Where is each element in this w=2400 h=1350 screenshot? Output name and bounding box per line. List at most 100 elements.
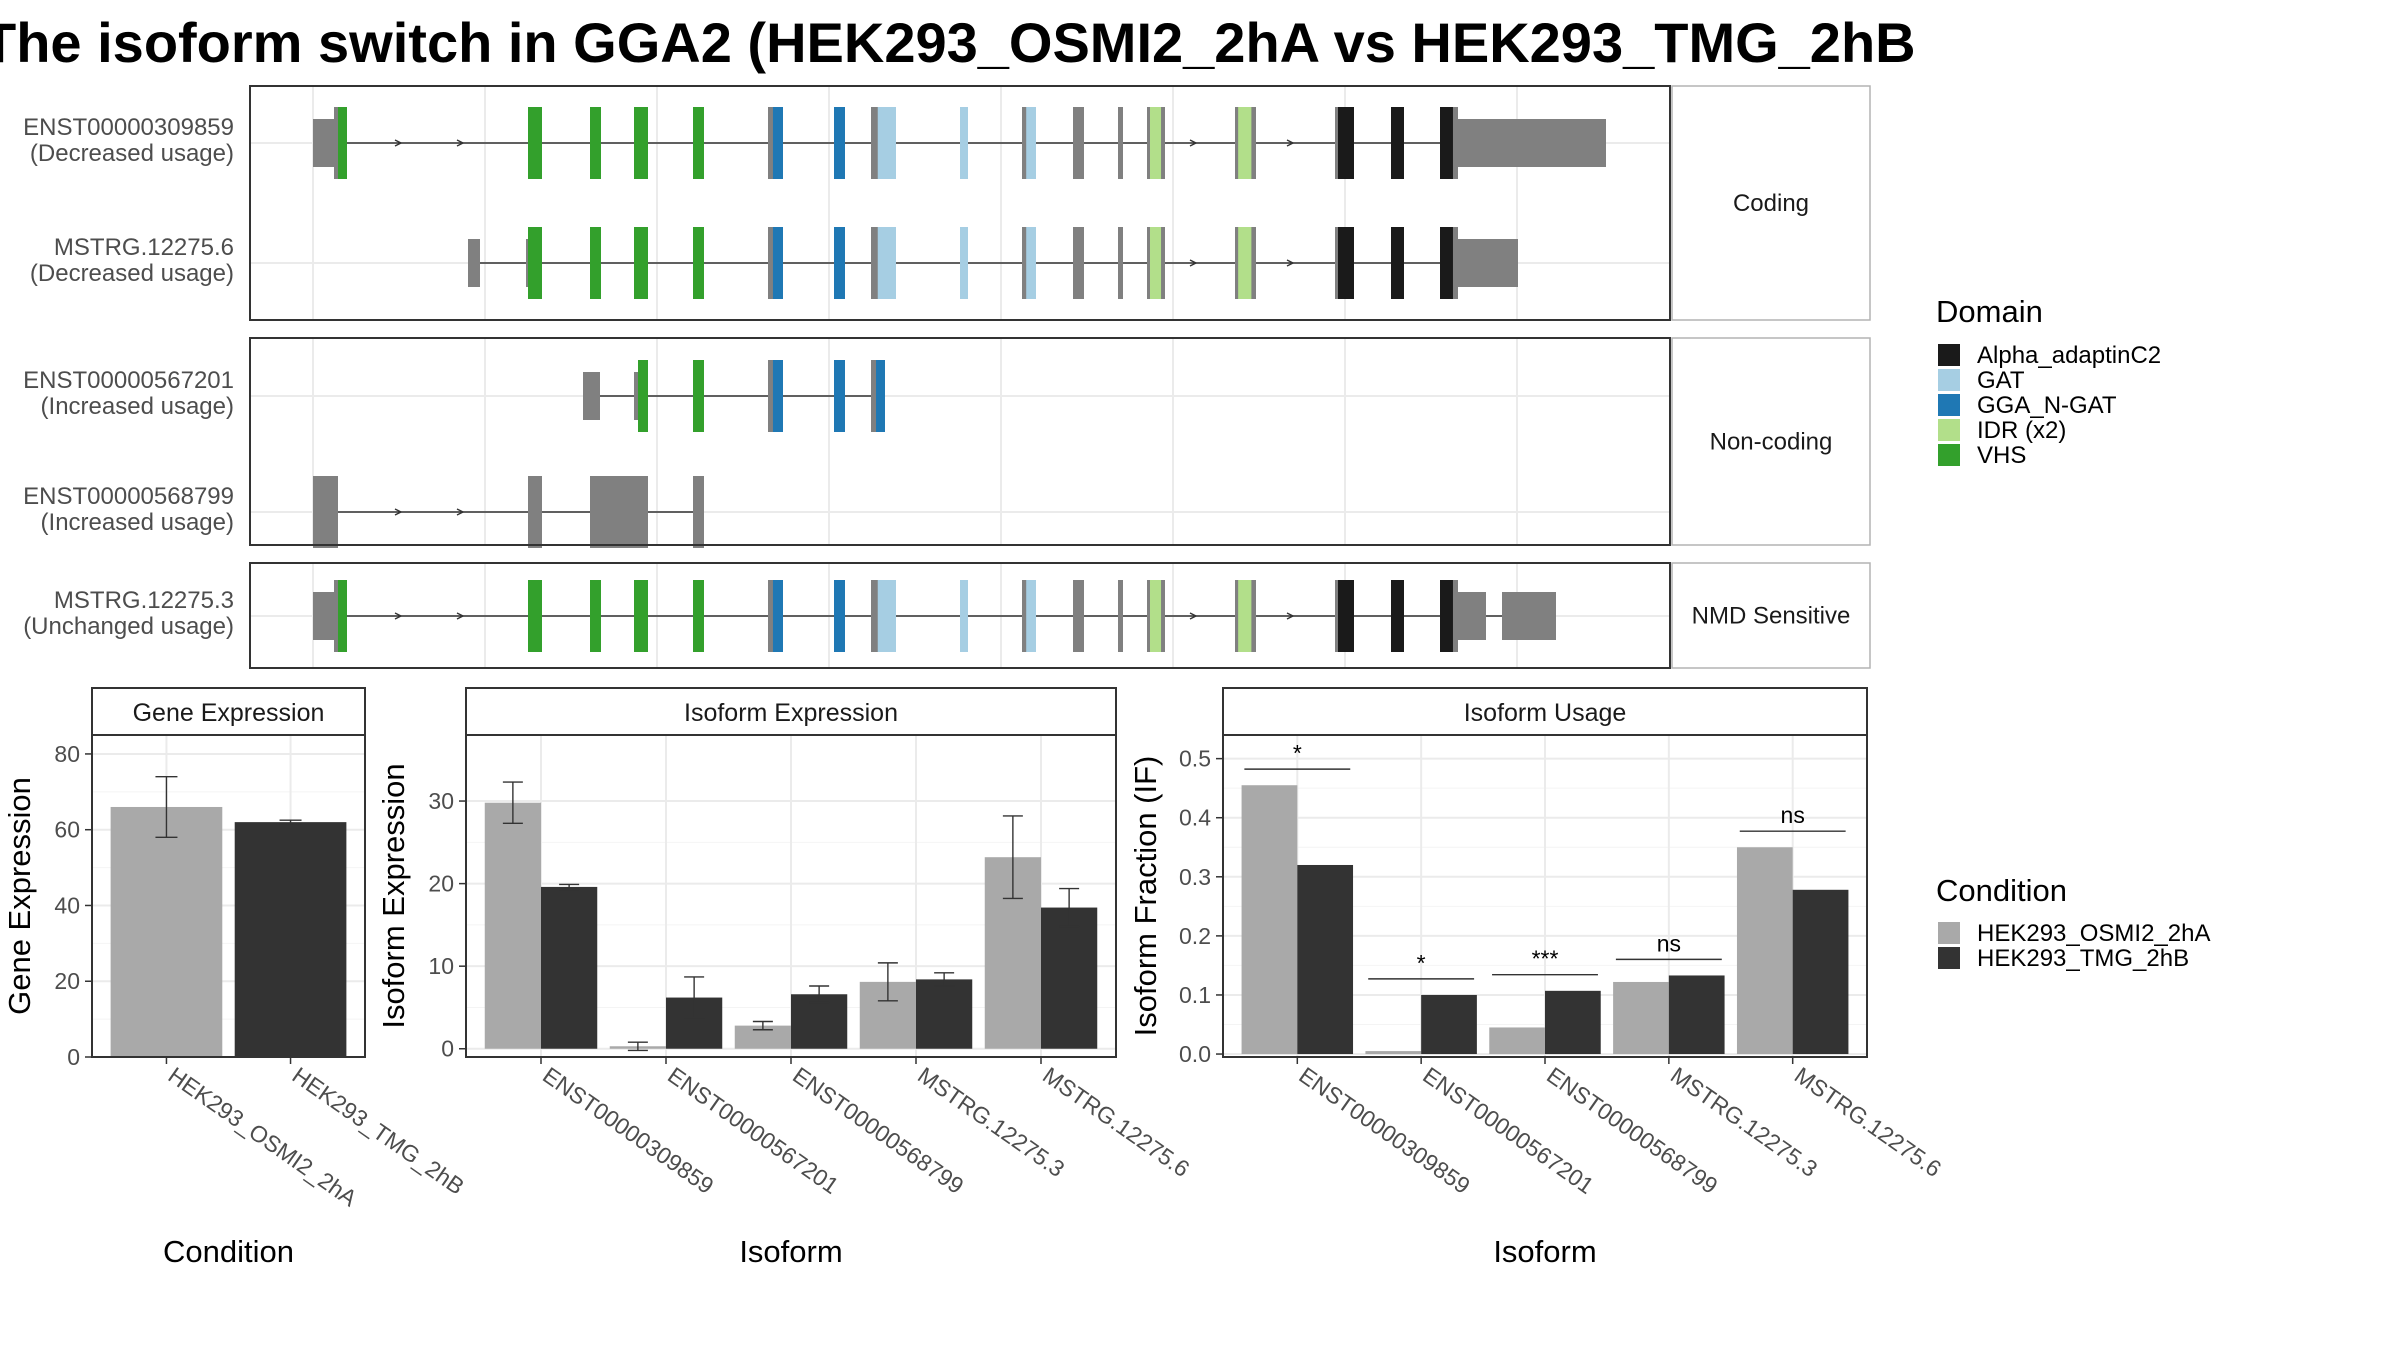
strand-arrow (1189, 259, 1198, 267)
facet-strip (1671, 337, 1871, 546)
bar (1736, 847, 1793, 1055)
y-tick-label: 60 (54, 817, 80, 843)
utr-exon (313, 592, 338, 640)
facet-strip-label: Coding (1733, 190, 1809, 217)
exon (1147, 107, 1165, 179)
significance-label: * (1417, 950, 1426, 976)
exon (693, 107, 704, 179)
bar (734, 1025, 791, 1049)
exon (1335, 227, 1354, 299)
strand-arrow (394, 508, 403, 516)
exon (338, 580, 347, 652)
exon (590, 580, 601, 652)
domain-legend-swatch (1938, 369, 1960, 391)
bar-panel-title: Isoform Expression (684, 699, 898, 727)
bar (1365, 1051, 1422, 1055)
exon (590, 227, 601, 299)
utr-exon (313, 119, 338, 167)
facet-strip-label: Non-coding (1710, 429, 1833, 456)
strand-arrow (1286, 139, 1295, 147)
significance-label: ns (1657, 930, 1681, 956)
bar-panel-border (91, 734, 366, 1058)
exon-part (1147, 227, 1150, 299)
exon (693, 227, 704, 299)
strand-arrow (394, 139, 403, 147)
y-tick-label: 40 (54, 892, 80, 918)
exon (1147, 227, 1165, 299)
y-tick-label: 80 (54, 741, 80, 767)
bar (1421, 994, 1477, 1055)
exon-part (1161, 107, 1165, 179)
exon (834, 360, 845, 432)
domain-legend-swatch (1938, 444, 1960, 466)
bar (1297, 864, 1354, 1055)
bar (484, 802, 541, 1049)
y-tick-label: 0.2 (1179, 923, 1211, 949)
bar-panel-strip (465, 687, 1117, 736)
strand-arrow (456, 612, 465, 620)
bar (1668, 975, 1725, 1055)
bar (1613, 981, 1669, 1055)
bar (541, 886, 598, 1049)
exon (313, 476, 338, 548)
exon-part (1022, 107, 1027, 179)
exon (960, 107, 968, 179)
transcript-id-label: ENST00000567201 (23, 367, 234, 394)
y-tick-label: 0 (441, 1036, 454, 1062)
bar (1489, 1027, 1545, 1055)
domain-legend-swatch (1938, 344, 1960, 366)
exon-part (334, 107, 338, 179)
strand-arrow (456, 139, 465, 147)
bar (1041, 907, 1098, 1049)
condition-legend-label: HEK293_TMG_2hB (1977, 945, 2189, 972)
exon-part (1022, 580, 1027, 652)
exon (638, 360, 648, 432)
bar-panel-strip (91, 687, 366, 736)
significance-label: * (1293, 740, 1302, 766)
exon-part (1022, 227, 1027, 299)
exon (1073, 107, 1084, 179)
exon (1335, 107, 1354, 179)
transcript-id-label: MSTRG.12275.3 (54, 587, 234, 614)
x-axis-title: Isoform (739, 1234, 842, 1269)
x-axis-title: Condition (163, 1234, 294, 1269)
significance-label: ns (1781, 802, 1805, 828)
strand-arrow (1286, 612, 1295, 620)
facet-strip (1671, 562, 1871, 669)
exon (1391, 227, 1404, 299)
exon (1391, 580, 1404, 652)
domain-legend-label: GGA_N-GAT (1977, 392, 2117, 419)
exon-part (1335, 580, 1338, 652)
figure-title: The isoform switch in GGA2 (HEK293_OSMI2… (0, 11, 1916, 74)
exon-part (1147, 580, 1150, 652)
y-tick-label: 30 (428, 788, 454, 814)
exon-part (1235, 227, 1239, 299)
y-tick-label: 0 (67, 1044, 80, 1070)
exon-part (1335, 227, 1338, 299)
bar (1545, 990, 1601, 1055)
exon (834, 227, 845, 299)
exon-part (1161, 580, 1165, 652)
y-tick-label: 0.0 (1179, 1041, 1211, 1067)
y-tick-label: 0.1 (1179, 982, 1211, 1008)
exon-part (871, 360, 877, 432)
domain-legend-title: Domain (1936, 294, 2043, 329)
domain-legend-label: IDR (x2) (1977, 417, 2066, 444)
exon-part (1452, 107, 1458, 179)
domain-legend-swatch (1938, 419, 1960, 441)
exon (528, 580, 542, 652)
bar (916, 979, 973, 1049)
utr-exon (1502, 592, 1556, 640)
exon (528, 476, 542, 548)
bar-panel-title: Gene Expression (133, 699, 325, 727)
bar (234, 822, 347, 1057)
exon-part (1251, 227, 1256, 299)
strand-arrow (1286, 259, 1295, 267)
facet-strip (1671, 85, 1871, 321)
exon-part (871, 107, 878, 179)
y-tick-label: 0.5 (1179, 746, 1211, 772)
bar-panel-strip (1222, 687, 1868, 736)
significance-label: *** (1532, 946, 1559, 972)
y-tick-label: 20 (428, 871, 454, 897)
